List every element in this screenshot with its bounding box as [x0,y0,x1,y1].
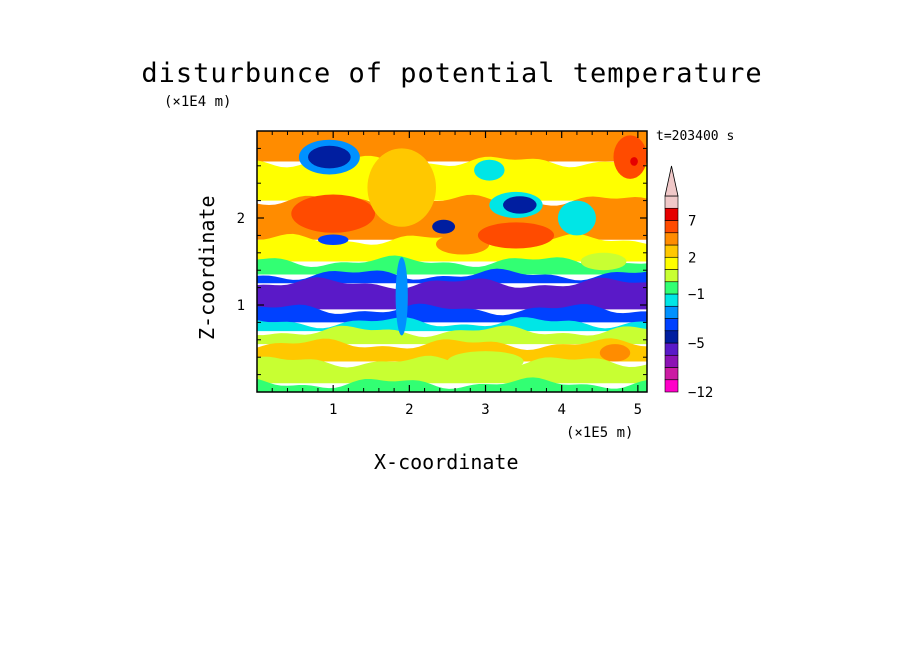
contour-feature [317,234,349,245]
colorbar-swatch [664,269,679,283]
colorbar-swatch [664,256,679,270]
colorbar-label: −12 [688,385,713,401]
colorbar-swatch [664,342,679,356]
x-tick-label: 2 [405,402,413,418]
colorbar-swatch [664,305,679,319]
contour-feature [367,148,437,227]
contour-feature [503,196,537,214]
contour-band [257,155,647,201]
colorbar-swatch [664,232,679,246]
colorbar-label: 7 [688,214,696,230]
colorbar-swatch [664,207,679,221]
contour-band [257,303,647,323]
contour-feature [436,233,490,255]
x-tick-label: 1 [329,402,337,418]
x-tick-label: 5 [634,402,642,418]
contour-feature [474,159,505,181]
contour-feature [308,145,351,169]
colorbar-extend-arrow [664,165,679,197]
colorbar-swatch [664,293,679,307]
contour-feature [630,157,638,166]
contour-feature [477,222,555,249]
contour-band [257,268,647,284]
contour-band [257,325,647,345]
colorbar-swatch [664,318,679,332]
contour-feature [432,219,456,234]
contour-feature [395,257,408,336]
x-tick-label: 3 [481,402,489,418]
contour-feature [613,135,647,179]
contour-band [257,355,647,384]
field-group [257,131,647,392]
colorbar-swatch [664,330,679,344]
contour-band [257,377,647,392]
contour-feature [580,252,627,271]
colorbar-swatch [664,220,679,234]
colorbar-swatch [664,354,679,368]
y-tick-label: 2 [237,211,245,227]
colorbar-swatch [664,244,679,258]
colorbar-swatch [664,379,679,393]
z-axis-unit: (×1E4 m) [164,94,232,110]
plot-frame [256,130,648,393]
contour-feature [599,344,631,362]
contour-feature [447,351,524,372]
contour-feature [557,200,596,236]
time-label: t=203400 s [656,129,735,144]
contour-band [257,338,647,362]
x-axis-unit: (×1E5 m) [566,425,634,441]
contour-band [257,277,647,310]
colorbar-swatch [664,367,679,381]
colorbar-label: −5 [688,336,705,352]
colorbar-swatch [664,195,679,209]
colorbar-label: −1 [688,287,705,303]
colorbar-label: 2 [688,250,696,266]
y-tick-label: 1 [237,298,245,314]
x-axis-label: X-coordinate [374,450,519,474]
colorbar-swatch [664,281,679,295]
chart-title: disturbunce of potential temperature [141,58,763,89]
contour-feature [291,194,376,233]
contour-band [257,255,647,275]
x-tick-label: 4 [557,402,565,418]
